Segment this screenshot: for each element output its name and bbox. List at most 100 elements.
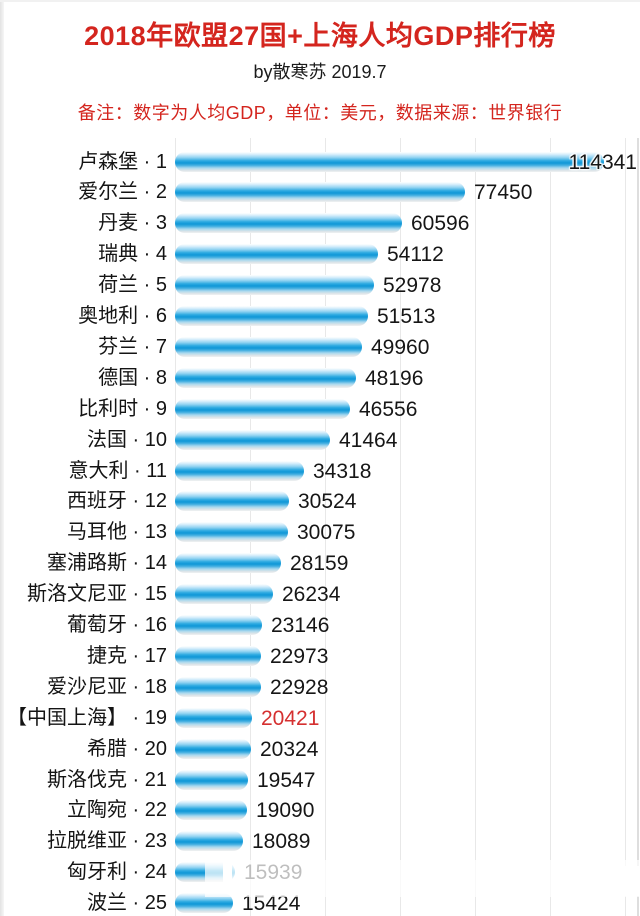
category-label: 卢森堡 · 1: [78, 150, 167, 173]
chart-row: 波兰 · 25 15424: [0, 888, 640, 916]
value-label: 49960: [371, 335, 430, 359]
watermark-smear: [452, 862, 470, 894]
value-label: 30075: [297, 521, 356, 545]
watermark-smear: [620, 866, 640, 896]
bar: [175, 553, 281, 574]
bar: [175, 244, 378, 265]
category-label: 拉脱维亚 · 23: [46, 830, 167, 853]
gridline: [400, 138, 401, 916]
left-edge-shade: [0, 0, 4, 916]
watermark-smear: [584, 864, 602, 896]
category-label: 芬兰 · 7: [98, 335, 167, 358]
value-label: 26234: [282, 583, 341, 607]
chart-row: 葡萄牙 · 16 23146: [0, 610, 640, 641]
chart-row: 希腊 · 20 20324: [0, 734, 640, 765]
value-label: 54112: [387, 243, 444, 267]
bar: [175, 522, 288, 543]
category-label: 比利时 · 9: [78, 397, 167, 420]
chart-row: 西班牙 · 12 30524: [0, 486, 640, 517]
category-label: 【中国上海】 · 19: [6, 706, 167, 729]
chart-row: 卢森堡 · 1 114341: [0, 147, 640, 178]
value-label: 114341: [568, 150, 637, 174]
value-label: 41464: [339, 428, 398, 452]
top-edge-shade: [0, 0, 640, 2]
bar: [175, 367, 356, 388]
gridline: [475, 138, 476, 916]
category-label: 斯洛文尼亚 · 15: [26, 583, 167, 606]
value-label: 30524: [298, 490, 357, 514]
bar: [175, 769, 248, 790]
bar: [175, 151, 604, 172]
value-label: 22973: [270, 644, 329, 668]
value-label: 52978: [383, 274, 442, 298]
value-label: 60596: [411, 212, 470, 236]
category-label: 爱沙尼亚 · 18: [46, 675, 167, 698]
category-label: 荷兰 · 5: [98, 274, 167, 297]
chart-row: 爱尔兰 · 2 77450: [0, 177, 640, 208]
bar: [175, 738, 251, 759]
gridline: [325, 138, 326, 916]
chart-row: 意大利 · 11 34318: [0, 456, 640, 487]
chart-row: 芬兰 · 7 49960: [0, 332, 640, 363]
value-label: 22928: [270, 675, 329, 699]
gridline: [550, 138, 551, 916]
value-label: 18089: [252, 830, 311, 854]
plot-right-border: [637, 138, 639, 916]
value-label: 15424: [242, 892, 301, 916]
chart-row: 【中国上海】 · 19 20421: [0, 703, 640, 734]
value-label: 51513: [377, 305, 436, 328]
chart-row: 捷克 · 17 22973: [0, 641, 640, 672]
value-label: 19547: [257, 768, 316, 792]
value-label: 28159: [290, 552, 349, 576]
category-label: 斯洛伐克 · 21: [46, 768, 167, 791]
value-label: 19090: [256, 799, 315, 823]
category-label: 瑞典 · 4: [98, 243, 167, 266]
chart-row: 爱沙尼亚 · 18 22928: [0, 672, 640, 703]
value-label: 46556: [359, 397, 418, 421]
bar: [175, 615, 262, 635]
bar: [175, 182, 465, 203]
category-label: 匈牙利 · 24: [66, 861, 167, 884]
category-label: 捷克 · 17: [86, 644, 167, 667]
category-label: 奥地利 · 6: [78, 305, 167, 327]
bar: [175, 831, 243, 852]
chart-row: 比利时 · 9 46556: [0, 394, 640, 425]
category-label: 立陶宛 · 22: [66, 799, 167, 822]
chart-row: 瑞典 · 4 54112: [0, 239, 640, 270]
author-credit: by散寒苏 2019.7: [253, 62, 387, 82]
bar: [175, 707, 252, 728]
category-label: 爱尔兰 · 2: [78, 181, 167, 204]
bar: [175, 275, 374, 296]
bar: [175, 460, 304, 481]
category-label: 希腊 · 20: [86, 737, 167, 760]
page-title: 2018年欧盟27国+上海人均GDP排行榜: [84, 21, 556, 51]
chart-row: 立陶宛 · 22 19090: [0, 795, 640, 826]
bar: [175, 584, 273, 605]
value-label: 23146: [271, 614, 330, 637]
watermark-smear: [223, 857, 232, 885]
category-label: 德国 · 8: [98, 366, 167, 389]
bar: [175, 893, 233, 914]
category-label: 波兰 · 25: [86, 892, 167, 915]
value-label: 20324: [260, 737, 319, 761]
category-label: 塞浦路斯 · 14: [46, 552, 167, 575]
bar: [175, 336, 362, 357]
category-label: 葡萄牙 · 16: [66, 614, 167, 636]
chart-row: 荷兰 · 5 52978: [0, 270, 640, 301]
category-label: 马耳他 · 13: [66, 521, 167, 544]
value-label: 77450: [474, 181, 533, 205]
chart-row: 丹麦 · 3 60596: [0, 208, 640, 239]
value-label: 48196: [365, 366, 424, 390]
watermark-band: [205, 860, 640, 897]
value-label: 34318: [313, 459, 372, 483]
note-line: 备注：数字为人均GDP，单位：美元，数据来源：世界银行: [77, 103, 563, 123]
watermark-smear: [236, 858, 242, 884]
bar: [175, 800, 247, 821]
chart-row: 奥地利 · 6 51513: [0, 301, 640, 332]
chart-row: 马耳他 · 13 30075: [0, 517, 640, 548]
chart-row: 法国 · 10 41464: [0, 425, 640, 456]
category-label: 法国 · 10: [86, 428, 167, 451]
chart-row: 斯洛文尼亚 · 15 26234: [0, 579, 640, 610]
